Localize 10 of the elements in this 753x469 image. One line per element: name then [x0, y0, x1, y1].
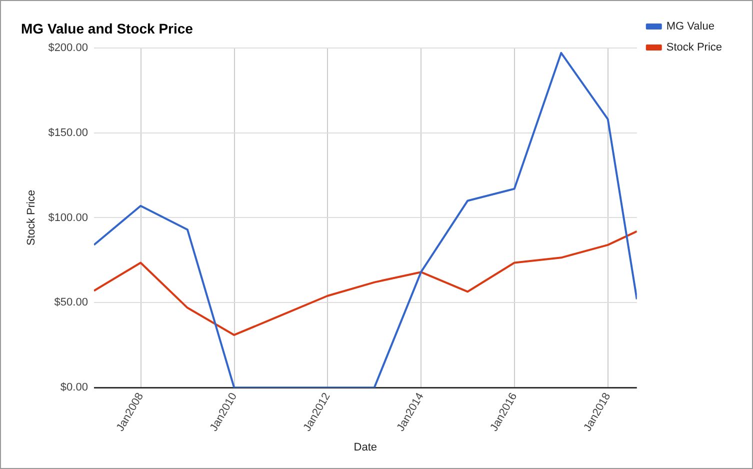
- y-tick-label: $100.00: [48, 212, 88, 224]
- x-axis-title: Date: [354, 441, 378, 454]
- y-tick-label: $50.00: [54, 296, 88, 309]
- y-tick-label: $150.00: [48, 126, 88, 139]
- y-tick-label: $0.00: [60, 382, 88, 394]
- y-axis-title: Stock Price: [26, 190, 38, 246]
- legend-label: Stock Price: [666, 42, 722, 54]
- y-tick-label: $200.00: [48, 42, 88, 54]
- chart-title: MG Value and Stock Price: [21, 20, 194, 36]
- legend-label: MG Value: [666, 20, 714, 33]
